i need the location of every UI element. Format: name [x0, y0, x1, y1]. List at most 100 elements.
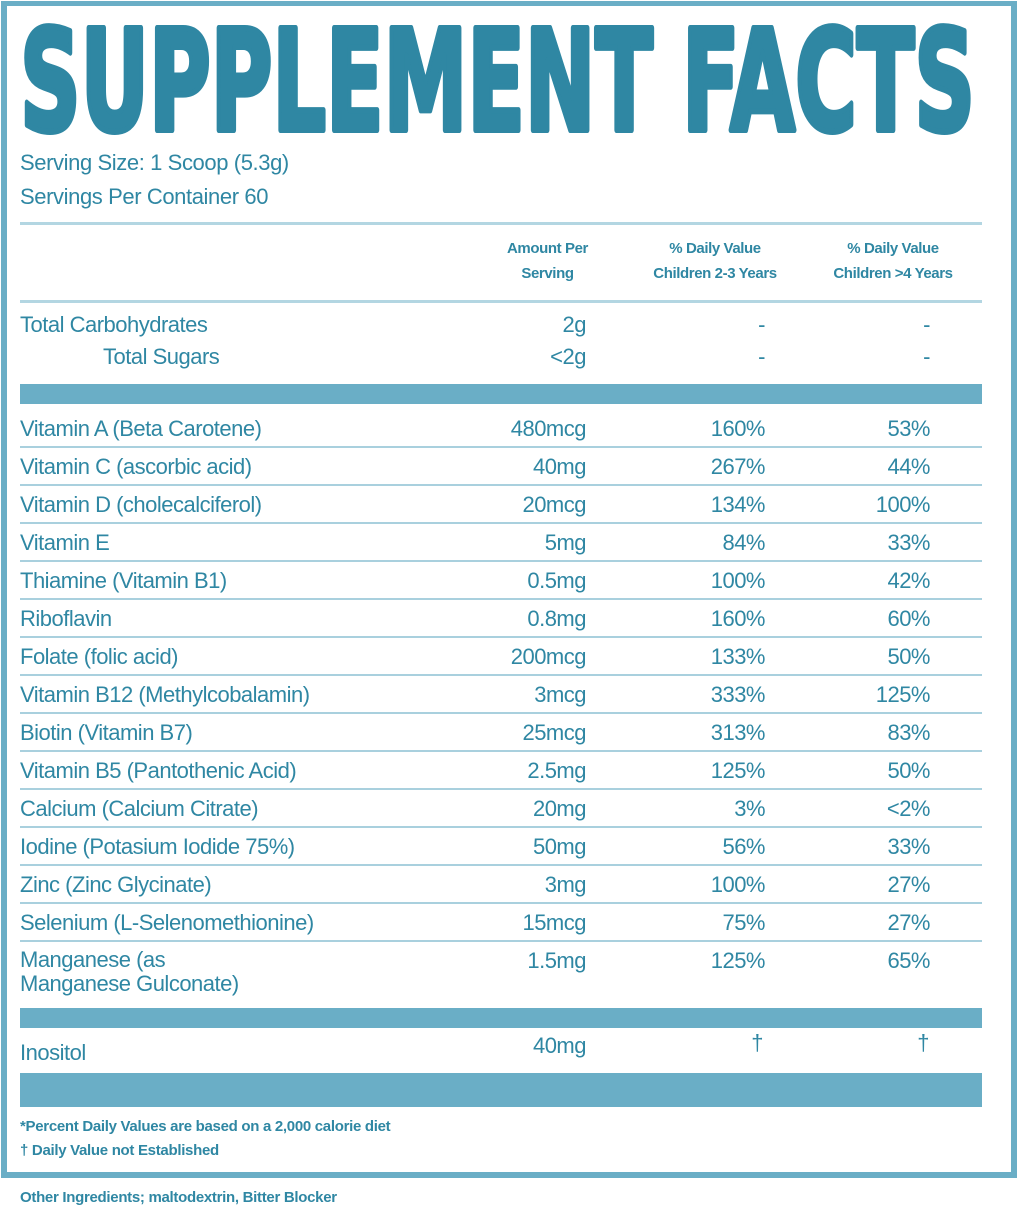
nutrient-dv-2-3: 133% — [710, 644, 766, 669]
nutrient-name: Riboflavin — [20, 606, 112, 631]
header-dv-4-line1: % Daily Value — [847, 240, 939, 257]
nutrient-name: Vitamin C (ascorbic acid) — [20, 454, 252, 479]
nutrient-dv-2-3: 160% — [710, 416, 766, 441]
nutrient-row: Zinc (Zinc Glycinate) 3mg 100% 27% — [20, 866, 982, 904]
nutrient-amount: 40mg — [532, 1033, 587, 1058]
other-ingredients: Other Ingredients; maltodextrin, Bitter … — [20, 1189, 337, 1206]
nutrient-dv-4: 53% — [887, 416, 930, 441]
nutrient-dv-4: - — [923, 344, 930, 369]
nutrient-name: Inositol — [20, 1040, 86, 1065]
nutrient-dv-4: 27% — [887, 872, 930, 897]
title-text: SUPPLEMENT FACTS — [20, 12, 975, 142]
footnote-daily-values: *Percent Daily Values are based on a 2,0… — [20, 1118, 391, 1135]
section-bar — [20, 384, 982, 404]
nutrient-dv-2-3: - — [758, 312, 765, 337]
nutrient-dv-2-3: 100% — [710, 568, 766, 593]
carb-row: Total Carbohydrates 2g - - — [20, 306, 982, 344]
nutrient-dv-2-3: 100% — [710, 872, 766, 897]
nutrient-dv-4: 27% — [887, 910, 930, 935]
nutrient-dv-4: - — [923, 312, 930, 337]
nutrient-dv-4: † — [917, 1030, 929, 1055]
nutrient-amount: <2g — [550, 344, 586, 369]
nutrient-dv-4: 42% — [887, 568, 930, 593]
nutrient-amount: 3mg — [544, 872, 587, 897]
nutrient-dv-2-3: † — [751, 1030, 763, 1055]
nutrient-row: Thiamine (Vitamin B1) 0.5mg 100% 42% — [20, 562, 982, 600]
nutrient-name: Vitamin B12 (Methylcobalamin) — [20, 682, 310, 707]
nutrient-dv-4: 33% — [887, 834, 930, 859]
nutrient-row: Vitamin B5 (Pantothenic Acid) 2.5mg 125% 50… — [20, 752, 982, 790]
header-dv-2-3-line2: Children 2-3 Years — [653, 265, 777, 282]
nutrient-name: Manganese (as Manganese Gulconate) — [20, 948, 239, 996]
nutrient-amount: 480mcg — [510, 416, 587, 441]
nutrient-amount: 20mg — [532, 796, 587, 821]
nutrient-dv-2-3: 134% — [710, 492, 766, 517]
nutrient-dv-4: 83% — [887, 720, 930, 745]
title: SUPPLEMENT FACTS — [18, 12, 978, 142]
nutrient-name: Calcium (Calcium Citrate) — [20, 796, 259, 821]
nutrient-amount: 2.5mg — [527, 758, 586, 783]
header-amount: Amount Per Serving — [480, 236, 615, 286]
nutrient-row: Iodine (Potasium Iodide 75%) 50mg 56% 33% — [20, 828, 982, 866]
nutrient-name: Thiamine (Vitamin B1) — [20, 568, 227, 593]
nutrient-amount: 20mcg — [522, 492, 586, 517]
nutrient-row: Vitamin C (ascorbic acid) 40mg 267% 44% — [20, 448, 982, 486]
nutrient-dv-2-3: 75% — [722, 910, 765, 935]
nutrient-name: Vitamin B5 (Pantothenic Acid) — [20, 758, 297, 783]
nutrient-name: Biotin (Vitamin B7) — [20, 720, 193, 745]
label-frame — [1, 1, 1017, 1178]
nutrient-name: Vitamin A (Beta Carotene) — [20, 416, 262, 441]
nutrient-dv-2-3: 84% — [722, 530, 765, 555]
nutrient-dv-2-3: 313% — [710, 720, 766, 745]
nutrient-dv-4: <2% — [886, 796, 931, 821]
nutrient-name: Vitamin D (cholecalciferol) — [20, 492, 262, 517]
inositol-row: Inositol 40mg † † — [20, 1030, 982, 1068]
nutrient-row: Vitamin A (Beta Carotene) 480mcg 160% 53% — [20, 410, 982, 448]
nutrient-dv-4: 50% — [887, 644, 930, 669]
nutrient-row: Biotin (Vitamin B7) 25mcg 313% 83% — [20, 714, 982, 752]
nutrient-amount: 50mg — [532, 834, 587, 859]
header-dv-4: % Daily Value Children >4 Years — [808, 236, 978, 286]
header-dv-2-3: % Daily Value Children 2-3 Years — [630, 236, 800, 286]
nutrient-dv-2-3: 125% — [710, 758, 766, 783]
divider — [20, 300, 982, 303]
nutrient-dv-4: 50% — [887, 758, 930, 783]
nutrient-row: Calcium (Calcium Citrate) 20mg 3% <2% — [20, 790, 982, 828]
nutrient-amount: 0.5mg — [527, 568, 586, 593]
nutrient-dv-2-3: 56% — [722, 834, 765, 859]
nutrient-dv-4: 65% — [887, 948, 930, 973]
nutrient-name: Vitamin E — [20, 530, 110, 555]
header-amount-line2: Serving — [521, 265, 574, 282]
nutrient-amount: 15mcg — [522, 910, 586, 935]
nutrient-name: Total Carbohydrates — [20, 312, 208, 337]
nutrient-dv-2-3: 267% — [710, 454, 766, 479]
header-dv-4-line2: Children >4 Years — [833, 265, 953, 282]
nutrient-row: Folate (folic acid) 200mcg 133% 50% — [20, 638, 982, 676]
nutrient-name-line1: Manganese (as — [20, 947, 166, 972]
nutrient-amount: 0.8mg — [527, 606, 586, 631]
nutrient-name: Iodine (Potasium Iodide 75%) — [20, 834, 295, 859]
nutrient-name: Selenium (L-Selenomethionine) — [20, 910, 314, 935]
manganese-row: Manganese (as Manganese Gulconate) 1.5mg … — [20, 942, 982, 1004]
section-bar — [20, 1008, 982, 1028]
nutrient-amount: 25mcg — [522, 720, 586, 745]
nutrient-dv-4: 44% — [887, 454, 930, 479]
nutrient-row: Vitamin B12 (Methylcobalamin) 3mcg 333% 125… — [20, 676, 982, 714]
nutrient-row: Vitamin D (cholecalciferol) 20mcg 134% 100% — [20, 486, 982, 524]
nutrient-row: Riboflavin 0.8mg 160% 60% — [20, 600, 982, 638]
header-dv-2-3-line1: % Daily Value — [669, 240, 761, 257]
nutrient-dv-4: 125% — [875, 682, 931, 707]
nutrient-dv-2-3: 125% — [710, 948, 766, 973]
nutrient-amount: 1.5mg — [527, 948, 586, 973]
nutrient-dv-4: 100% — [875, 492, 931, 517]
header-amount-line1: Amount Per — [506, 240, 588, 257]
nutrient-dv-2-3: 3% — [734, 796, 765, 821]
section-bar — [20, 1073, 982, 1107]
nutrient-dv-4: 33% — [887, 530, 930, 555]
nutrient-name: Folate (folic acid) — [20, 644, 179, 669]
serving-size: Serving Size: 1 Scoop (5.3g) — [20, 150, 289, 175]
nutrient-dv-2-3: 160% — [710, 606, 766, 631]
nutrient-row: Vitamin E 5mg 84% 33% — [20, 524, 982, 562]
nutrient-dv-2-3: - — [758, 344, 765, 369]
nutrient-amount: 40mg — [532, 454, 587, 479]
